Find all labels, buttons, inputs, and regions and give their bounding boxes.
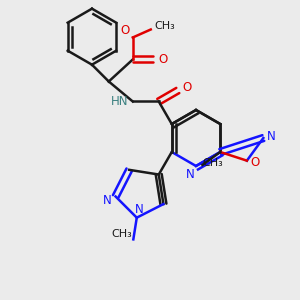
Text: CH₃: CH₃: [154, 22, 175, 32]
Text: HN: HN: [111, 95, 128, 108]
Text: O: O: [182, 81, 191, 94]
Text: N: N: [186, 169, 194, 182]
Text: CH₃: CH₃: [111, 230, 132, 239]
Text: O: O: [158, 53, 167, 66]
Text: O: O: [120, 24, 129, 37]
Text: N: N: [103, 194, 112, 207]
Text: CH₃: CH₃: [202, 158, 223, 168]
Text: O: O: [250, 156, 260, 169]
Text: N: N: [134, 203, 143, 216]
Text: N: N: [267, 130, 276, 142]
